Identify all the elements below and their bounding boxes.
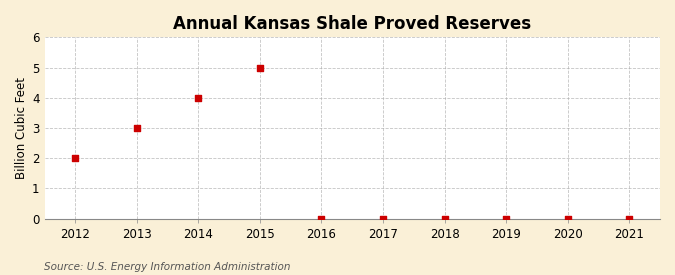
Title: Annual Kansas Shale Proved Reserves: Annual Kansas Shale Proved Reserves xyxy=(173,15,531,33)
Point xyxy=(316,216,327,221)
Point xyxy=(70,156,81,160)
Point xyxy=(193,96,204,100)
Point xyxy=(254,65,265,70)
Point xyxy=(501,216,512,221)
Point xyxy=(562,216,573,221)
Text: Source: U.S. Energy Information Administration: Source: U.S. Energy Information Administ… xyxy=(44,262,290,272)
Point xyxy=(624,216,634,221)
Y-axis label: Billion Cubic Feet: Billion Cubic Feet xyxy=(15,77,28,179)
Point xyxy=(377,216,388,221)
Point xyxy=(132,126,142,130)
Point xyxy=(439,216,450,221)
